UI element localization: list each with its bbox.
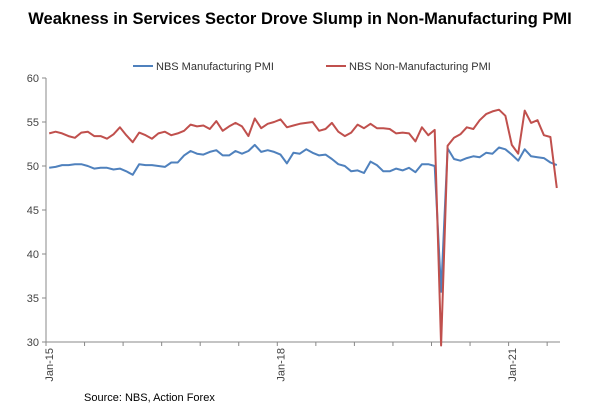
y-tick-label: 30 <box>27 337 39 349</box>
y-tick-label: 40 <box>27 249 39 261</box>
x-axis-ticks: Jan-15 Jan-18 Jan-21 <box>44 342 548 382</box>
chart-legend: NBS Manufacturing PMI NBS Non-Manufacturi… <box>133 61 491 73</box>
legend-label: NBS Manufacturing PMI <box>156 61 274 73</box>
x-tick-label: Jan-15 <box>44 348 56 382</box>
legend-label: NBS Non-Manufacturing PMI <box>349 61 491 73</box>
chart-title: Weakness in Services Sector Drove Slump … <box>28 10 572 28</box>
source-note: Source: NBS, Action Forex <box>84 392 215 404</box>
y-tick-label: 50 <box>27 161 39 173</box>
nbs-non-manufacturing-pmi-line <box>48 108 558 347</box>
y-tick-label: 55 <box>27 117 39 129</box>
series-lines <box>48 108 558 347</box>
nbs-manufacturing-pmi-line <box>49 143 558 293</box>
x-tick-label: Jan-18 <box>276 348 288 382</box>
y-axis-ticks: 30 35 40 45 50 55 60 <box>27 73 46 349</box>
y-tick-label: 35 <box>27 293 39 305</box>
y-tick-label: 60 <box>27 73 39 85</box>
y-tick-label: 45 <box>27 205 39 217</box>
x-tick-label: Jan-21 <box>507 348 519 382</box>
